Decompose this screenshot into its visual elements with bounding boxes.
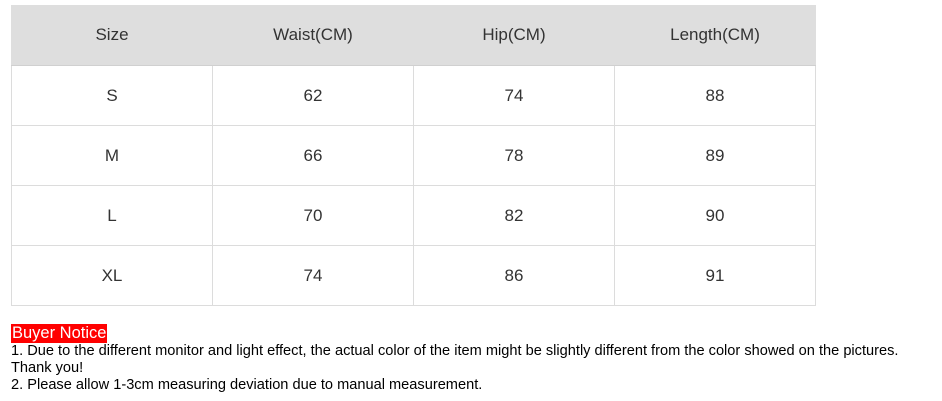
cell-waist: 66 xyxy=(212,125,414,186)
table-row: S 62 74 88 xyxy=(11,65,816,126)
cell-hip: 74 xyxy=(413,65,615,126)
cell-waist: 74 xyxy=(212,245,414,306)
header-length: Length(CM) xyxy=(614,5,816,66)
cell-length: 89 xyxy=(614,125,816,186)
buyer-notice: Buyer Notice 1. Due to the different mon… xyxy=(11,324,936,394)
buyer-notice-title: Buyer Notice xyxy=(11,324,108,343)
cell-size: S xyxy=(11,65,213,126)
table-header-row: Size Waist(CM) Hip(CM) Length(CM) xyxy=(11,5,816,66)
table-row: XL 74 86 91 xyxy=(11,245,816,306)
notice-line-color: 1. Due to the different monitor and ligh… xyxy=(11,343,899,376)
cell-hip: 78 xyxy=(413,125,615,186)
cell-length: 88 xyxy=(614,65,816,126)
cell-size: XL xyxy=(11,245,213,306)
cell-length: 90 xyxy=(614,185,816,246)
cell-waist: 62 xyxy=(212,65,414,126)
header-size: Size xyxy=(11,5,213,66)
table-row: M 66 78 89 xyxy=(11,125,816,186)
cell-length: 91 xyxy=(614,245,816,306)
header-hip: Hip(CM) xyxy=(413,5,615,66)
cell-size: M xyxy=(11,125,213,186)
cell-size: L xyxy=(11,185,213,246)
header-waist: Waist(CM) xyxy=(212,5,414,66)
size-chart-table: Size Waist(CM) Hip(CM) Length(CM) S 62 7… xyxy=(11,5,816,306)
table-row: L 70 82 90 xyxy=(11,185,816,246)
notice-line-deviation: 2. Please allow 1-3cm measuring deviatio… xyxy=(11,377,483,393)
cell-waist: 70 xyxy=(212,185,414,246)
cell-hip: 82 xyxy=(413,185,615,246)
cell-hip: 86 xyxy=(413,245,615,306)
